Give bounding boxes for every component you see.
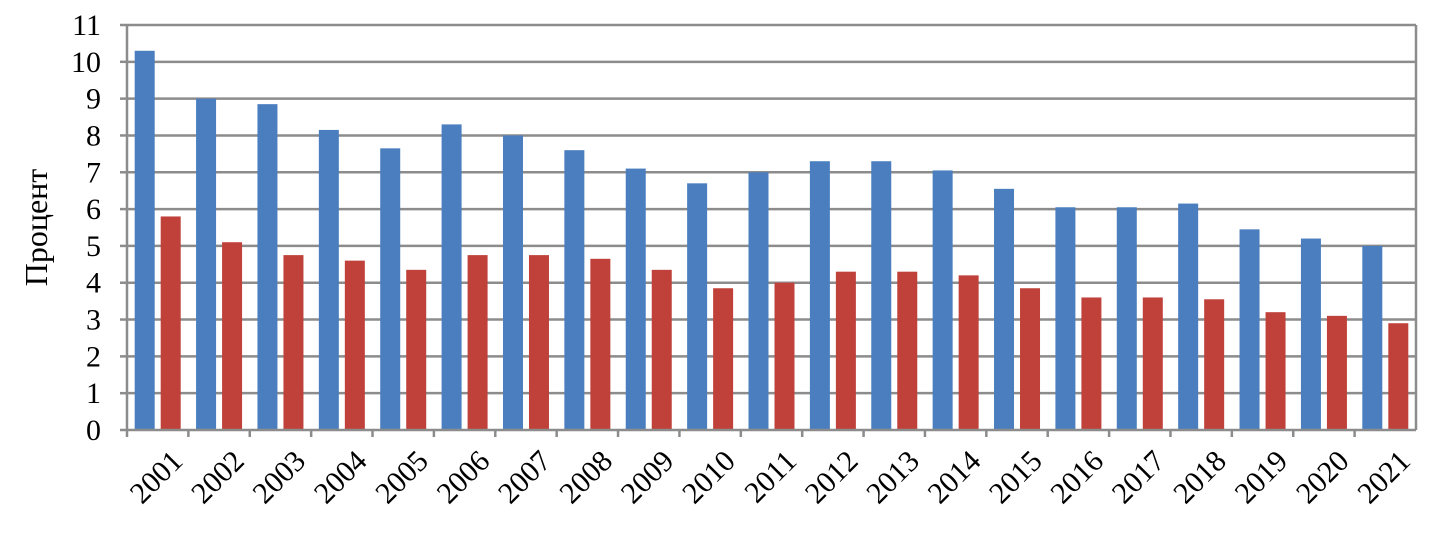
bar-series-2-2001 (160, 216, 181, 430)
x-tick-label: 2019 (1228, 444, 1294, 510)
bar-series-1-2019 (1239, 229, 1260, 430)
bar-series-1-2006 (441, 124, 462, 430)
bar-series-1-2016 (1055, 207, 1076, 430)
bar-series-2-2014 (958, 275, 979, 430)
y-tick-label: 6 (86, 193, 101, 226)
bar-series-1-2017 (1116, 207, 1137, 430)
bar-series-2-2003 (283, 255, 304, 430)
bar-series-1-2001 (134, 50, 155, 430)
axes (120, 23, 1418, 437)
x-tick-label: 2010 (676, 444, 742, 510)
y-tick-label: 3 (86, 304, 101, 337)
bar-series-2-2016 (1081, 297, 1102, 430)
y-tick-label: 11 (72, 9, 101, 42)
bars (134, 50, 1409, 431)
bar-series-2-2011 (774, 282, 795, 430)
y-tick-label: 0 (86, 414, 101, 447)
bar-series-2-2006 (467, 255, 488, 430)
bar-series-2-2002 (222, 242, 243, 430)
x-tick-label: 2017 (1106, 444, 1172, 510)
x-tick-label: 2009 (615, 444, 681, 510)
x-tick-label: 2011 (738, 444, 803, 509)
bar-series-2-2019 (1265, 312, 1286, 430)
x-tick-label: 2016 (1044, 444, 1110, 510)
bar-series-2-2007 (528, 255, 549, 430)
bar-series-1-2004 (318, 129, 339, 430)
x-tick-label: 2012 (799, 444, 865, 510)
y-axis-title: Процент (18, 169, 54, 287)
y-tick-label: 2 (86, 340, 101, 373)
bar-series-2-2008 (590, 258, 611, 430)
x-tick-label: 2006 (430, 444, 496, 510)
bar-series-1-2009 (625, 168, 646, 430)
bar-series-1-2015 (994, 188, 1015, 430)
x-tick-label: 2005 (369, 444, 435, 510)
y-tick-label: 5 (86, 230, 101, 263)
bar-series-2-2018 (1204, 299, 1225, 430)
bar-series-1-2013 (871, 161, 892, 430)
bar-series-1-2007 (502, 135, 523, 431)
x-tick-label: 2008 (553, 444, 619, 510)
x-tick-label: 2018 (1167, 444, 1233, 510)
x-tick-label: 2002 (185, 444, 251, 510)
x-tick-labels: 2001200220032004200520062007200820092010… (124, 444, 1417, 510)
bar-series-1-2011 (748, 172, 769, 431)
x-tick-label: 2020 (1290, 444, 1356, 510)
bar-series-1-2010 (687, 183, 708, 430)
x-tick-label: 2021 (1351, 444, 1417, 510)
bar-series-1-2002 (196, 98, 217, 431)
y-tick-label: 10 (71, 46, 101, 79)
bar-series-2-2020 (1326, 315, 1347, 430)
x-tick-label: 2004 (308, 444, 374, 510)
bar-series-2-2021 (1388, 323, 1409, 430)
bar-series-2-2013 (897, 271, 918, 430)
bar-series-1-2005 (380, 148, 401, 430)
y-tick-label: 9 (86, 83, 101, 116)
x-tick-label: 2007 (492, 444, 558, 510)
x-tick-label: 2015 (983, 444, 1049, 510)
bar-series-2-2005 (406, 269, 427, 430)
bar-series-1-2018 (1178, 203, 1199, 430)
bar-series-1-2008 (564, 150, 585, 430)
y-tick-label: 8 (86, 119, 101, 152)
y-tick-label: 7 (86, 156, 101, 189)
bar-series-1-2014 (932, 170, 953, 430)
bar-series-2-2012 (835, 271, 856, 430)
x-tick-label: 2014 (922, 444, 988, 510)
x-tick-label: 2013 (860, 444, 926, 510)
bar-series-2-2009 (651, 269, 672, 430)
bar-series-2-2010 (713, 288, 734, 430)
grid-lines (127, 23, 1416, 395)
bar-series-1-2021 (1362, 245, 1383, 430)
bar-series-2-2004 (344, 260, 365, 430)
bar-series-2-2017 (1142, 297, 1163, 430)
bar-series-1-2020 (1300, 238, 1321, 430)
x-tick-label: 2003 (246, 444, 312, 510)
y-tick-label: 1 (86, 377, 101, 410)
bar-series-2-2015 (1020, 288, 1041, 430)
x-tick-label: 2001 (124, 444, 190, 510)
bar-series-1-2003 (257, 104, 278, 430)
bar-series-1-2012 (809, 161, 830, 430)
y-tick-label: 4 (86, 267, 101, 300)
